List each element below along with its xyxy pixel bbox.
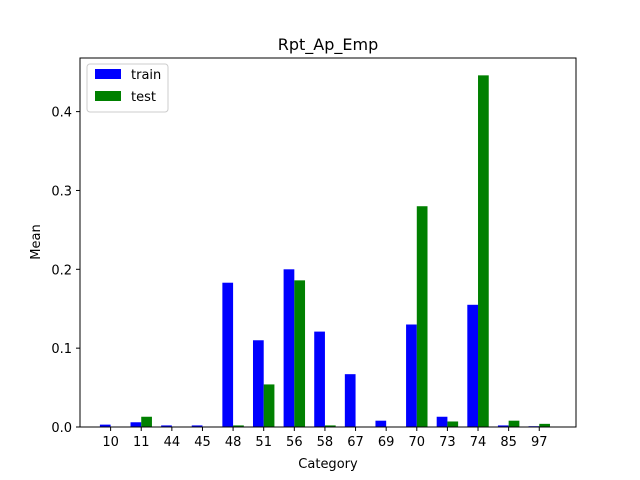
bar-test-56 xyxy=(294,280,306,427)
y-tick-label: 0.1 xyxy=(51,342,72,357)
bar-test-51 xyxy=(263,384,275,427)
bar-train-56 xyxy=(283,269,295,427)
bar-train-85 xyxy=(497,425,509,427)
bar-train-58 xyxy=(314,331,325,427)
x-tick-label: 97 xyxy=(531,435,548,450)
bar-train-51 xyxy=(252,340,264,427)
x-axis-ticks: 10 11 44 45 48 51 56 58 67 69 70 73 74 85 97 xyxy=(102,427,548,450)
x-tick-label: 69 xyxy=(378,435,395,450)
legend-label-train: train xyxy=(131,68,161,83)
x-tick-label: 51 xyxy=(255,435,272,450)
bar-test-48 xyxy=(233,425,244,427)
bar-train-67 xyxy=(344,374,356,427)
bar-train-74 xyxy=(467,304,479,427)
y-tick-label: 0.3 xyxy=(51,184,72,199)
legend-label-test: test xyxy=(131,90,156,105)
legend-swatch-train xyxy=(95,69,121,79)
bar-train-70 xyxy=(406,324,417,427)
bar-train-48 xyxy=(222,282,234,427)
y-tick-label: 0.2 xyxy=(51,263,72,278)
x-axis-label: Category xyxy=(298,457,358,472)
legend-swatch-test xyxy=(95,91,121,101)
bar-train-10 xyxy=(99,424,111,427)
bar-train-44 xyxy=(161,425,172,427)
bar-test-70 xyxy=(416,206,428,427)
bar-test-58 xyxy=(324,425,336,427)
bar-train-73 xyxy=(436,416,448,427)
bar-test-85 xyxy=(508,420,520,427)
x-tick-label: 58 xyxy=(317,435,334,450)
x-tick-label: 45 xyxy=(194,435,211,450)
y-tick-label: 0.0 xyxy=(51,421,72,436)
bar-test-74 xyxy=(478,75,489,427)
bar-test-11 xyxy=(141,416,152,427)
bars-layer xyxy=(99,75,550,427)
x-tick-label: 11 xyxy=(133,435,150,450)
x-tick-label: 73 xyxy=(439,435,456,450)
chart-title: Rpt_Ap_Emp xyxy=(278,35,379,55)
bar-test-97 xyxy=(539,423,550,427)
bar-train-69 xyxy=(375,420,387,427)
bar-train-45 xyxy=(191,425,203,427)
x-tick-label: 74 xyxy=(470,435,487,450)
legend: train test xyxy=(86,63,169,113)
x-tick-label: 70 xyxy=(409,435,426,450)
x-tick-label: 44 xyxy=(164,435,181,450)
y-axis-ticks: 0.0 0.1 0.2 0.3 0.4 xyxy=(51,106,80,436)
x-tick-label: 67 xyxy=(347,435,364,450)
plot-frame xyxy=(79,57,577,428)
x-tick-label: 48 xyxy=(225,435,242,450)
y-axis-label: Mean xyxy=(29,224,44,259)
x-tick-label: 10 xyxy=(102,435,119,450)
bar-train-11 xyxy=(130,422,142,427)
x-tick-label: 56 xyxy=(286,435,303,450)
bar-test-73 xyxy=(447,421,459,427)
x-tick-label: 85 xyxy=(500,435,517,450)
y-tick-label: 0.4 xyxy=(51,106,72,121)
